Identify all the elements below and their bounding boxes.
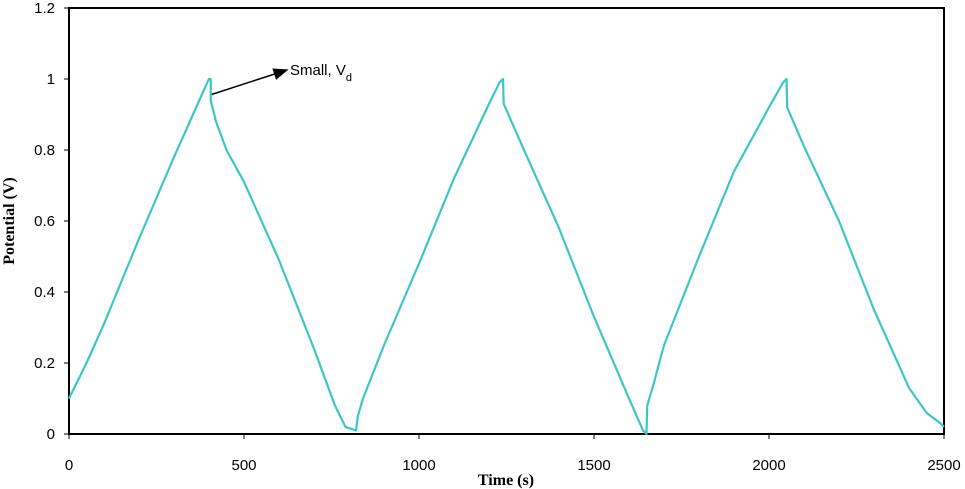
x-axis-label: Time (s) bbox=[478, 472, 534, 489]
x-tick-label: 500 bbox=[231, 457, 256, 474]
annotation: Small, Vd bbox=[290, 62, 352, 84]
data-line bbox=[68, 77, 945, 436]
plot-frame bbox=[68, 7, 945, 435]
y-tick-label: 0.4 bbox=[34, 284, 55, 301]
y-tick-label: 0.2 bbox=[34, 355, 55, 372]
x-tick-label: 2000 bbox=[752, 457, 785, 474]
x-tick-label: 1000 bbox=[402, 457, 435, 474]
annotation-subscript: d bbox=[346, 72, 352, 84]
y-tick-label: 1 bbox=[47, 71, 55, 88]
x-tick-label: 1500 bbox=[577, 457, 610, 474]
x-tick-label: 2500 bbox=[927, 457, 960, 474]
annotation-text: Small, V bbox=[290, 62, 346, 79]
y-tick-label: 0 bbox=[47, 426, 55, 443]
y-tick-label: 0.8 bbox=[34, 142, 55, 159]
y-tick-label: 1.2 bbox=[34, 0, 55, 17]
y-axis-label: Potential (V) bbox=[1, 177, 18, 265]
x-tick-label: 0 bbox=[65, 457, 73, 474]
annotation-arrow bbox=[209, 68, 289, 96]
y-tick-label: 0.6 bbox=[34, 213, 55, 230]
